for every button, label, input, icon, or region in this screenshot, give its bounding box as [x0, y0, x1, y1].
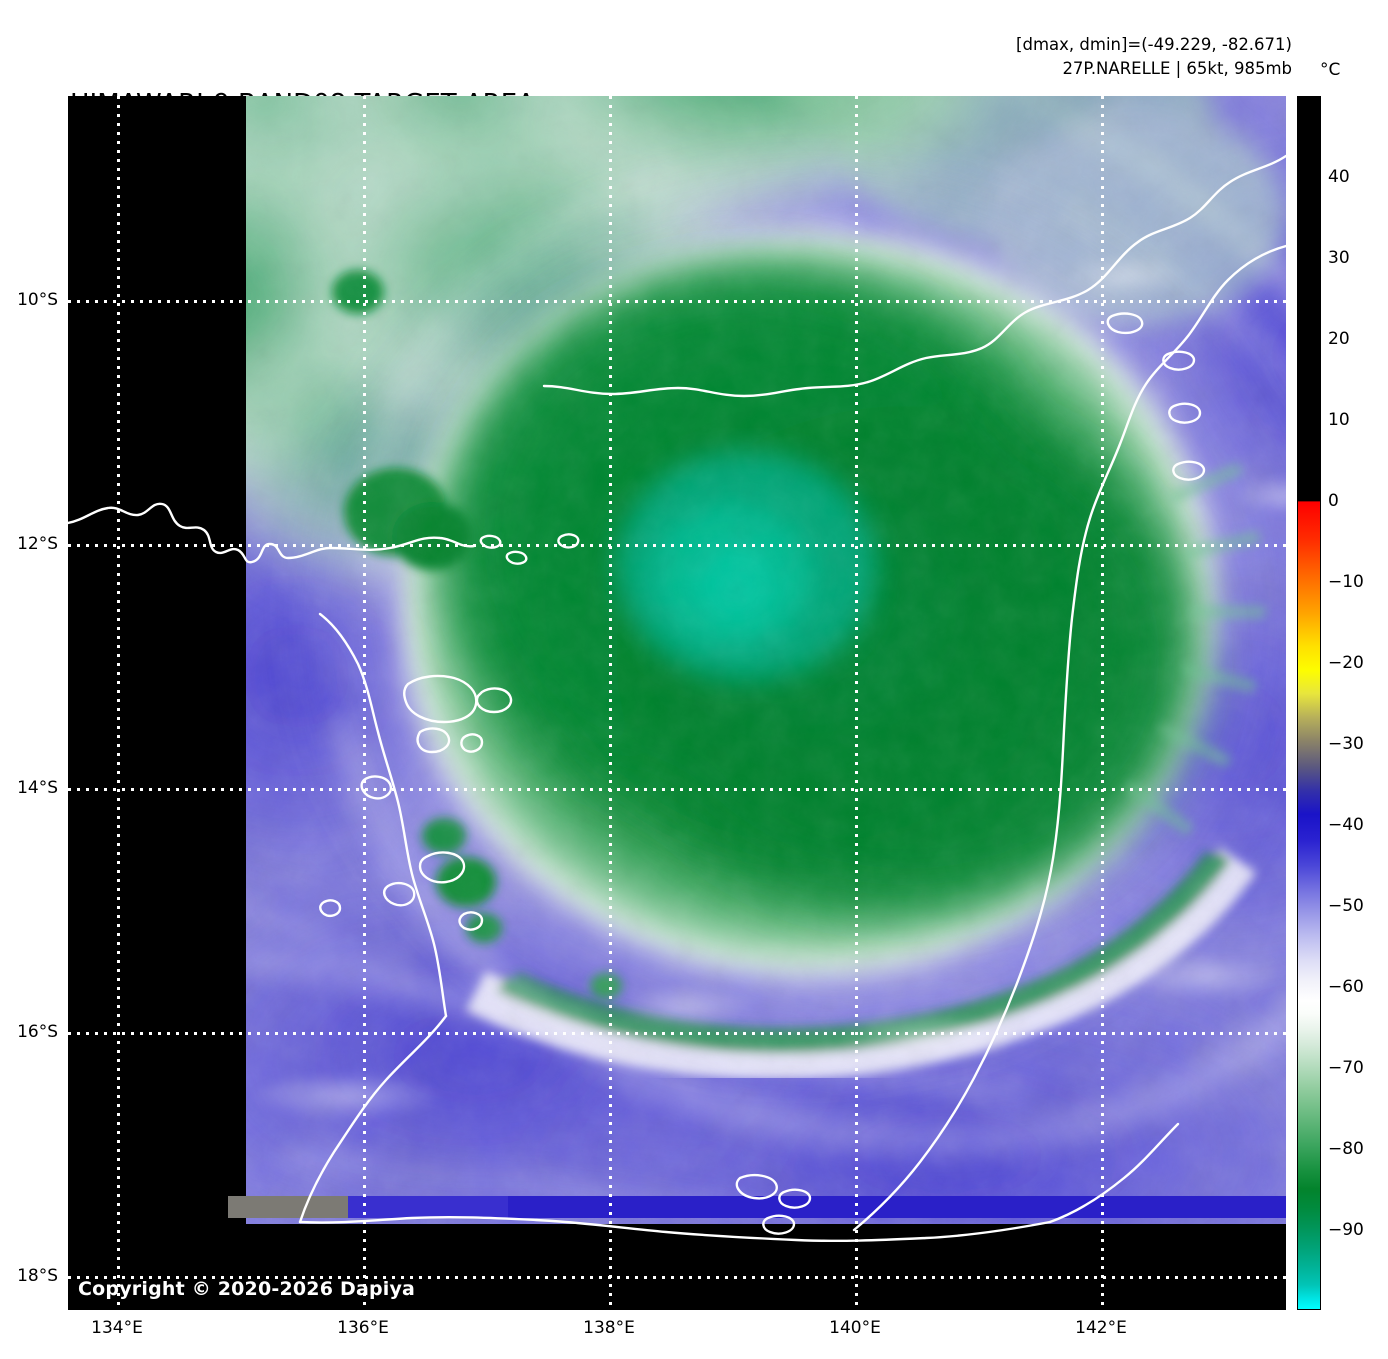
- satellite-image-plot: Copyright © 2020-2026 Dapiya: [68, 96, 1286, 1310]
- xtick-label: 136°E: [337, 1318, 389, 1338]
- metadata-block: [dmax, dmin]=(-49.229, -82.671) 27P.NARE…: [1016, 33, 1292, 81]
- colorbar-tick-label: 10: [1328, 410, 1350, 430]
- colorbar-tick-label: −90: [1328, 1220, 1364, 1240]
- copyright-text: Copyright © 2020-2026 Dapiya: [78, 1278, 416, 1300]
- colorbar: [1297, 96, 1321, 1310]
- colorbar-tick-label: 40: [1328, 167, 1350, 187]
- xtick-label: 134°E: [91, 1318, 143, 1338]
- colorbar-tick-label: −20: [1328, 653, 1364, 673]
- colorbar-tick-label: −30: [1328, 734, 1364, 754]
- ytick-label: 18°S: [17, 1266, 58, 1286]
- storm-info-text: 27P.NARELLE | 65kt, 985mb: [1062, 58, 1292, 78]
- ytick-label: 16°S: [17, 1022, 58, 1042]
- colorbar-tick-label: −10: [1328, 572, 1364, 592]
- imagery-swath: [246, 96, 1286, 1224]
- dminmax-text: [dmax, dmin]=(-49.229, -82.671): [1016, 35, 1292, 54]
- satellite-raster: [68, 96, 1286, 1310]
- colorbar-tick-label: −70: [1328, 1058, 1364, 1078]
- colorbar-tick-label: −80: [1328, 1139, 1364, 1159]
- cloud-field-lower: [228, 1196, 1286, 1218]
- xtick-label: 140°E: [829, 1318, 881, 1338]
- colorbar-tick-label: −40: [1328, 815, 1364, 835]
- colorbar-unit-label: °C: [1320, 60, 1341, 80]
- ytick-label: 14°S: [17, 778, 58, 798]
- colorbar-tick-label: 0: [1328, 491, 1339, 511]
- colorbar-tick-label: 20: [1328, 329, 1350, 349]
- colorbar-tick-label: −50: [1328, 896, 1364, 916]
- ytick-label: 10°S: [17, 290, 58, 310]
- colorbar-tick-label: −60: [1328, 977, 1364, 997]
- coastline-overlay: [68, 154, 1286, 1243]
- cloud-field: [246, 96, 1286, 1224]
- ytick-label: 12°S: [17, 534, 58, 554]
- xtick-label: 142°E: [1075, 1318, 1127, 1338]
- imagery-swath-lower: [228, 1196, 1286, 1218]
- xtick-label: 138°E: [583, 1318, 635, 1338]
- colorbar-tick-label: 30: [1328, 248, 1350, 268]
